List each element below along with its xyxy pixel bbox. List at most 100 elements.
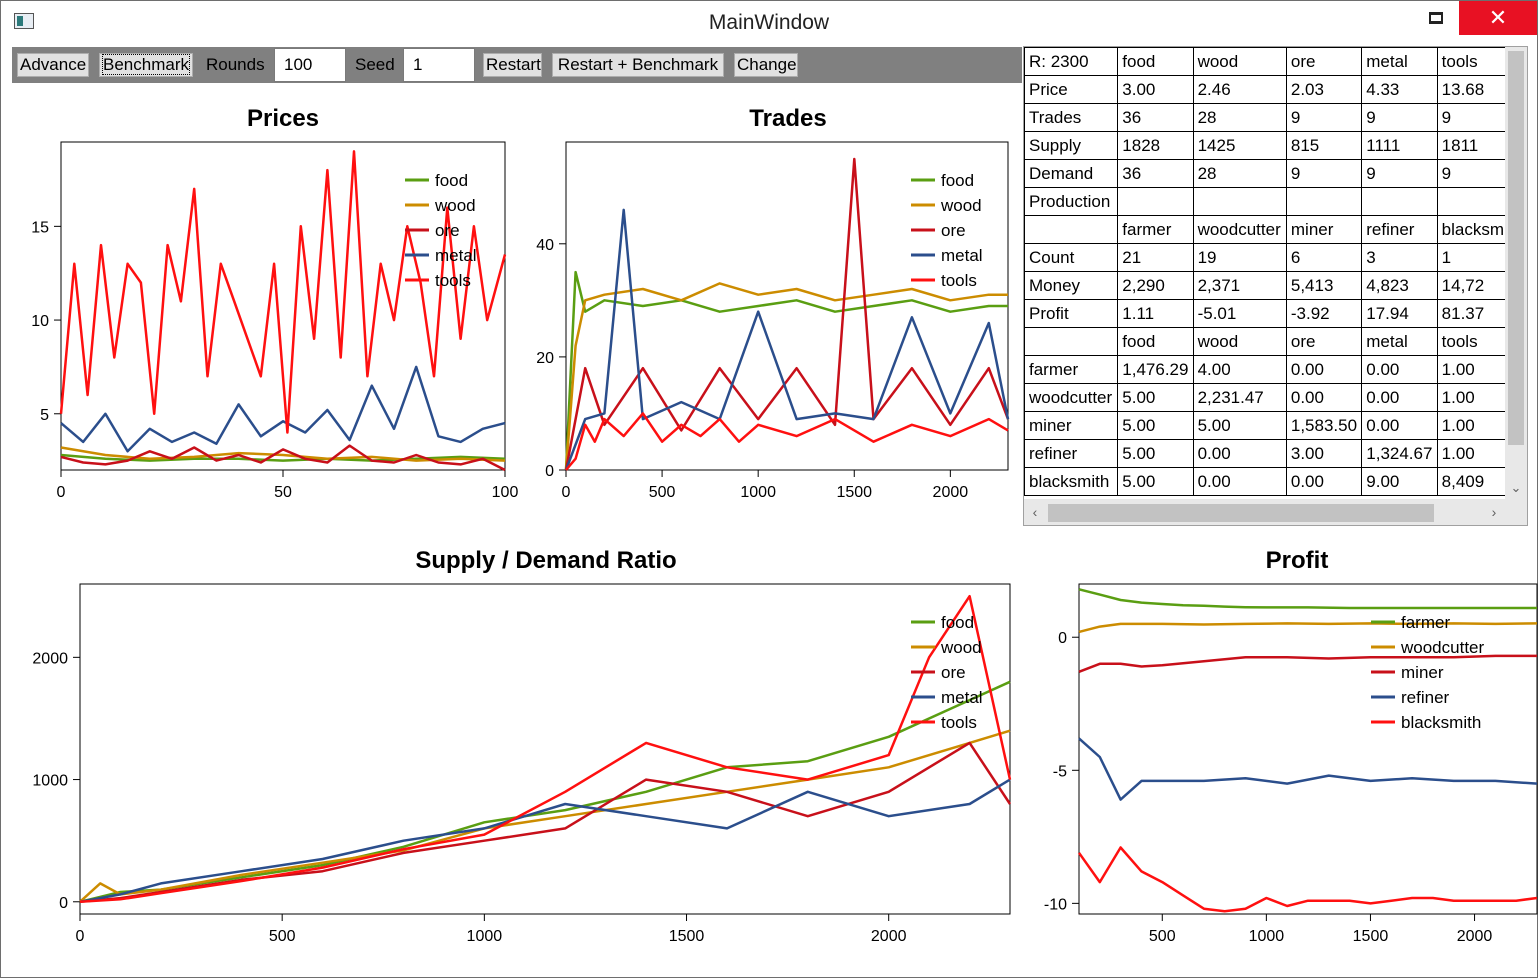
table-cell[interactable]: 1111 [1361,131,1438,160]
table-cell[interactable]: 9 [1285,103,1363,132]
table-cell[interactable]: wood [1192,47,1287,76]
table-cell[interactable]: 1.11 [1117,299,1194,328]
table-cell[interactable]: 2,290 [1117,271,1194,300]
advance-button[interactable]: Advance [17,53,89,77]
table-cell[interactable]: 9 [1285,159,1363,188]
table-cell[interactable]: 0.00 [1285,383,1363,412]
table-cell[interactable]: 3.00 [1117,75,1194,104]
table-cell[interactable]: farmer [1024,355,1119,384]
table-cell[interactable]: Production [1024,187,1119,216]
table-cell[interactable]: 17.94 [1361,299,1438,328]
table-cell[interactable]: blacksmith [1024,467,1119,496]
table-cell[interactable]: Count [1024,243,1119,272]
table-cell[interactable]: farmer [1117,215,1194,244]
table-cell[interactable]: -5.01 [1192,299,1287,328]
table-cell[interactable]: 1,324.67 [1361,439,1438,468]
table-cell[interactable]: 2.03 [1285,75,1363,104]
table-cell[interactable]: 5.00 [1117,467,1194,496]
table-cell[interactable] [1117,187,1194,216]
table-cell[interactable]: Money [1024,271,1119,300]
table-cell[interactable] [1024,215,1119,244]
table-cell[interactable]: ore [1285,47,1363,76]
scroll-down-icon[interactable]: ⌄ [1510,480,1522,495]
table-cell[interactable]: 0.00 [1361,383,1438,412]
scroll-left-icon[interactable]: ‹ [1032,504,1038,520]
stats-grid[interactable]: R: 2300 food wood ore metal tools Price 3.00 2.4… [1023,46,1528,526]
seed-input[interactable]: 1 [403,48,475,82]
table-cell[interactable]: 19 [1192,243,1287,272]
table-cell[interactable] [1192,187,1287,216]
table-cell[interactable]: 2,231.47 [1192,383,1287,412]
close-button[interactable]: ✕ [1459,1,1537,35]
table-cell[interactable]: 1,476.29 [1117,355,1194,384]
horizontal-scroll-thumb[interactable] [1048,504,1434,522]
table-cell[interactable]: food [1117,327,1194,356]
table-cell[interactable]: 3 [1361,243,1438,272]
table-cell[interactable]: refiner [1024,439,1119,468]
table-cell[interactable]: 3.00 [1285,439,1363,468]
table-cell[interactable]: 21 [1117,243,1194,272]
benchmark-button[interactable]: Benchmark [99,53,193,77]
table-cell[interactable]: 5,413 [1285,271,1363,300]
table-cell[interactable] [1285,187,1363,216]
table-cell[interactable]: 0.00 [1192,467,1287,496]
restart-button[interactable]: Restart [483,53,542,77]
table-cell[interactable]: 0.00 [1285,467,1363,496]
table-cell[interactable]: 9 [1361,103,1438,132]
horizontal-scrollbar[interactable]: ‹ › [1024,499,1507,525]
table-cell[interactable]: 2.46 [1192,75,1287,104]
table-cell[interactable]: 36 [1117,159,1194,188]
table-cell[interactable]: 1828 [1117,131,1194,160]
series-line-farmer [1078,588,1537,610]
series-group [79,594,1012,904]
table-cell[interactable]: 4.00 [1192,355,1287,384]
table-cell[interactable]: woodcutter [1024,383,1119,412]
table-cell[interactable] [1361,187,1438,216]
table-cell[interactable]: 0.00 [1192,439,1287,468]
table-cell[interactable]: ore [1285,327,1363,356]
table-cell[interactable]: Price [1024,75,1119,104]
table-cell[interactable]: 1425 [1192,131,1287,160]
x-tick-label: 1500 [836,484,872,501]
table-cell[interactable]: -3.92 [1285,299,1363,328]
table-cell[interactable]: 0.00 [1361,355,1438,384]
table-cell[interactable]: Trades [1024,103,1119,132]
table-cell[interactable]: 2,371 [1192,271,1287,300]
table-cell[interactable]: wood [1192,327,1287,356]
table-cell[interactable]: food [1117,47,1194,76]
table-cell[interactable]: 5.00 [1117,439,1194,468]
table-cell[interactable]: 4,823 [1361,271,1438,300]
table-cell[interactable]: miner [1285,215,1363,244]
table-cell[interactable]: 9 [1361,159,1438,188]
table-cell[interactable]: 5.00 [1117,383,1194,412]
table-cell[interactable]: 1,583.50 [1285,411,1363,440]
table-cell[interactable]: Supply [1024,131,1119,160]
table-cell[interactable]: 36 [1117,103,1194,132]
vertical-scrollbar[interactable]: ⌄ [1505,47,1527,499]
table-cell[interactable]: woodcutter [1192,215,1287,244]
rounds-input[interactable]: 100 [274,48,346,82]
table-cell[interactable]: 6 [1285,243,1363,272]
table-cell[interactable]: 28 [1192,159,1287,188]
table-cell[interactable]: 28 [1192,103,1287,132]
table-cell[interactable]: Profit [1024,299,1119,328]
table-cell[interactable] [1024,327,1119,356]
change-button[interactable]: Change [734,53,798,77]
restart-benchmark-button[interactable]: Restart + Benchmark [552,53,724,77]
vertical-scroll-thumb[interactable] [1508,51,1524,445]
table-cell[interactable]: 9.00 [1361,467,1438,496]
table-cell[interactable]: 815 [1285,131,1363,160]
table-cell[interactable]: 5.00 [1117,411,1194,440]
table-cell[interactable]: R: 2300 [1024,47,1119,76]
table-cell[interactable]: miner [1024,411,1119,440]
table-cell[interactable]: 4.33 [1361,75,1438,104]
table-cell[interactable]: Demand [1024,159,1119,188]
maximize-button[interactable] [1413,1,1459,35]
table-cell[interactable]: 0.00 [1361,411,1438,440]
table-cell[interactable]: 5.00 [1192,411,1287,440]
table-cell[interactable]: metal [1361,327,1438,356]
table-cell[interactable]: metal [1361,47,1438,76]
table-cell[interactable]: 0.00 [1285,355,1363,384]
table-cell[interactable]: refiner [1361,215,1438,244]
scroll-right-icon[interactable]: › [1491,504,1497,520]
